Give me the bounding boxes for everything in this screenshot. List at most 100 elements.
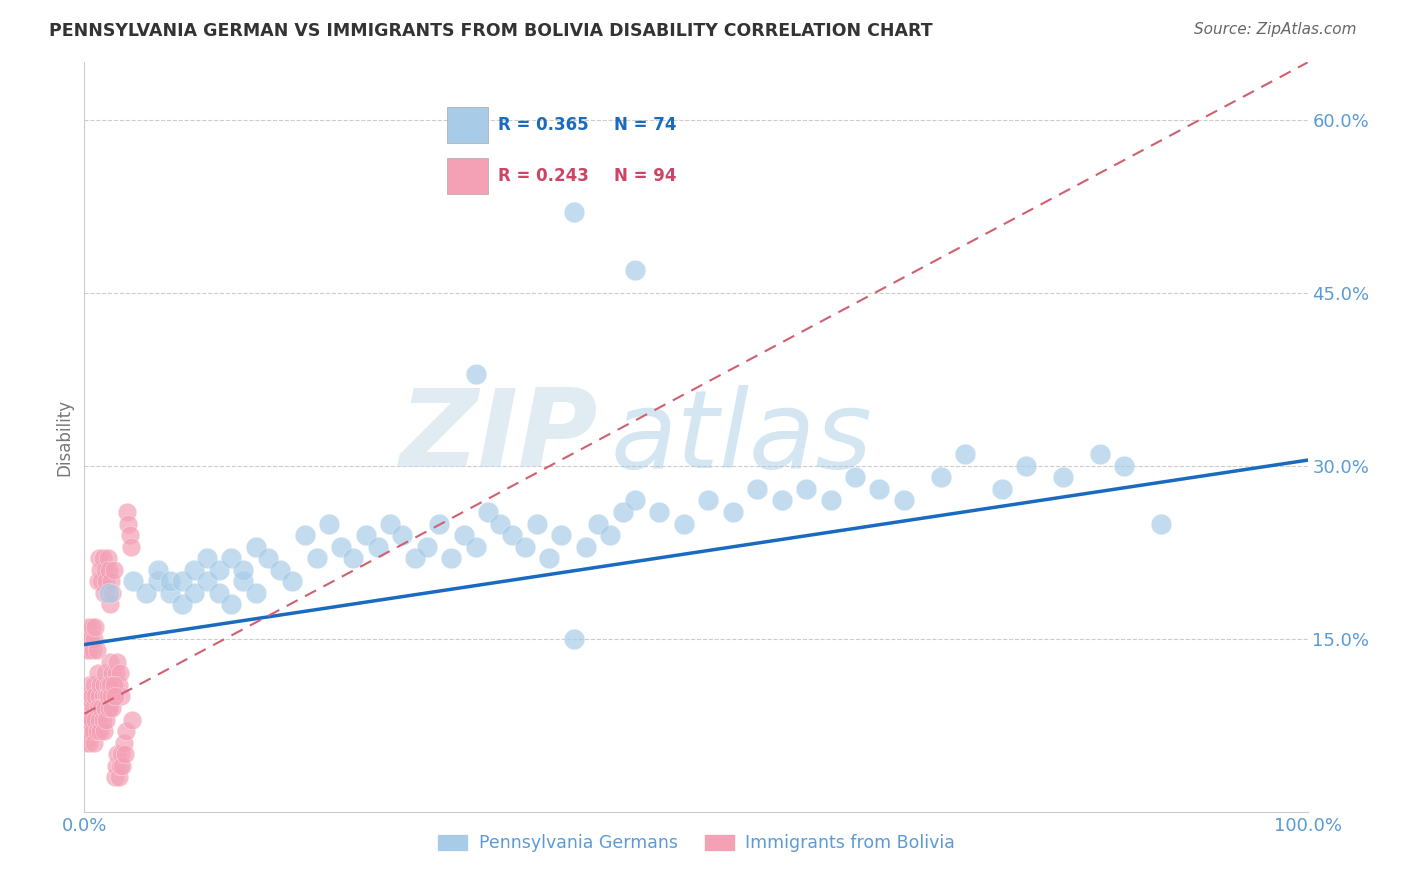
Point xyxy=(115,505,138,519)
Point xyxy=(929,470,952,484)
Point xyxy=(697,493,720,508)
Point xyxy=(120,540,142,554)
Point xyxy=(75,643,97,657)
Point xyxy=(87,551,110,566)
Point xyxy=(90,574,112,589)
Point xyxy=(1114,458,1136,473)
Point xyxy=(380,516,402,531)
Point xyxy=(76,724,98,739)
Point xyxy=(232,563,254,577)
Point xyxy=(91,713,114,727)
Point xyxy=(135,585,157,599)
Point xyxy=(391,528,413,542)
Point xyxy=(195,574,218,589)
Point xyxy=(219,597,242,611)
Point xyxy=(477,505,499,519)
Point xyxy=(84,713,107,727)
Point xyxy=(97,701,120,715)
Point xyxy=(367,540,389,554)
Point xyxy=(114,747,136,761)
Point xyxy=(86,724,108,739)
Point xyxy=(146,574,169,589)
Point xyxy=(118,528,141,542)
Point xyxy=(219,551,242,566)
Point xyxy=(562,632,585,646)
Point xyxy=(869,482,891,496)
Point xyxy=(97,551,120,566)
Point xyxy=(80,690,103,704)
Point xyxy=(104,770,127,784)
Point xyxy=(89,563,111,577)
Point xyxy=(111,758,134,772)
Point xyxy=(96,713,118,727)
Point xyxy=(83,632,105,646)
Point xyxy=(105,655,128,669)
Point xyxy=(110,747,132,761)
Point xyxy=(98,678,121,692)
Point xyxy=(82,643,104,657)
Point xyxy=(87,713,110,727)
Point xyxy=(94,666,117,681)
Point xyxy=(90,701,112,715)
Point xyxy=(183,585,205,599)
Point xyxy=(86,713,108,727)
Point xyxy=(103,690,125,704)
Point xyxy=(269,563,291,577)
Point xyxy=(489,516,512,531)
Point xyxy=(77,643,100,657)
Point xyxy=(747,482,769,496)
Point xyxy=(159,574,181,589)
Point xyxy=(79,724,101,739)
Point xyxy=(104,678,127,692)
Point xyxy=(172,574,194,589)
Point xyxy=(281,574,304,589)
Point xyxy=(453,528,475,542)
Point xyxy=(1052,470,1074,484)
Point xyxy=(146,563,169,577)
Point xyxy=(77,701,100,715)
Point xyxy=(91,551,114,566)
Point xyxy=(794,482,817,496)
Legend: Pennsylvania Germans, Immigrants from Bolivia: Pennsylvania Germans, Immigrants from Bo… xyxy=(430,827,962,859)
Point xyxy=(513,540,536,554)
Point xyxy=(464,540,486,554)
Point xyxy=(104,690,127,704)
Point xyxy=(342,551,364,566)
Point xyxy=(105,747,128,761)
Point xyxy=(318,516,340,531)
Point xyxy=(101,701,124,715)
Point xyxy=(103,678,125,692)
Point xyxy=(612,505,634,519)
Point xyxy=(257,551,280,566)
Point xyxy=(79,713,101,727)
Point xyxy=(97,690,120,704)
Point xyxy=(820,493,842,508)
Point xyxy=(75,735,97,749)
Point xyxy=(100,574,122,589)
Point xyxy=(90,701,112,715)
Point xyxy=(105,758,128,772)
Text: Source: ZipAtlas.com: Source: ZipAtlas.com xyxy=(1194,22,1357,37)
Point xyxy=(77,713,100,727)
Point xyxy=(80,620,103,634)
Point xyxy=(208,563,231,577)
Point xyxy=(82,701,104,715)
Text: atlas: atlas xyxy=(610,384,872,490)
Point xyxy=(93,724,115,739)
Point xyxy=(404,551,426,566)
Point xyxy=(1015,458,1038,473)
Point xyxy=(84,690,107,704)
Point xyxy=(75,713,97,727)
Point xyxy=(96,574,118,589)
Point xyxy=(440,551,463,566)
Point xyxy=(844,470,866,484)
Point xyxy=(294,528,316,542)
Point xyxy=(101,666,124,681)
Point xyxy=(97,678,120,692)
Point xyxy=(89,678,111,692)
Point xyxy=(159,585,181,599)
Point xyxy=(1088,447,1111,461)
Point xyxy=(98,655,121,669)
Point xyxy=(76,690,98,704)
Point xyxy=(562,205,585,219)
